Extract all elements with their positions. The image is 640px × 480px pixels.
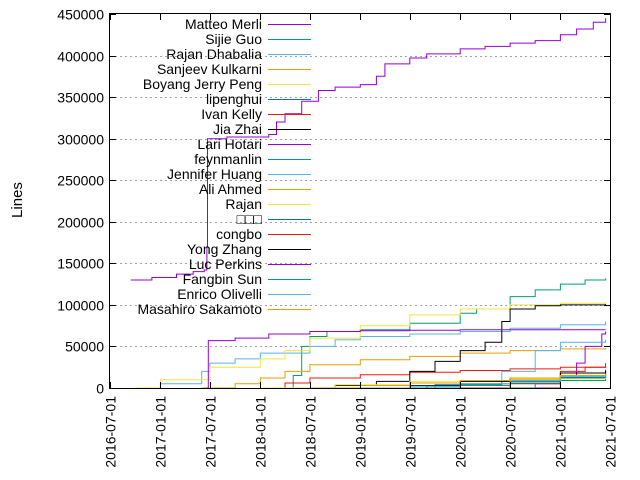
legend-label: Sijie Guo	[205, 31, 262, 47]
legend-label: Yong Zhang	[187, 241, 262, 257]
x-tick-label: 2019-07-01	[403, 396, 419, 468]
x-tick-label: 2017-07-01	[203, 396, 219, 468]
legend-label: Luc Perkins	[189, 256, 262, 272]
legend-label: congbo	[216, 226, 262, 242]
x-tick-label: 2017-01-01	[153, 396, 169, 468]
legend-label: Boyang Jerry Peng	[143, 76, 262, 92]
series-line	[268, 278, 607, 389]
legend-label: Enrico Olivelli	[177, 286, 262, 302]
y-axis-ticks: 0 50000 100000 150000 200000 250000 300000 3500…	[57, 7, 610, 397]
y-tick-label: 450000	[57, 7, 104, 23]
series-line	[301, 304, 607, 389]
x-tick-label: 2020-07-01	[503, 396, 519, 468]
x-tick-label: 2021-01-01	[553, 396, 569, 468]
legend-label: feynmanlin	[194, 151, 262, 167]
y-tick-label: 50000	[65, 339, 104, 355]
y-tick-label: 0	[96, 381, 104, 397]
x-tick-label: 2018-07-01	[303, 396, 319, 468]
legend-label: □□□	[237, 211, 263, 227]
y-tick-label: 350000	[57, 90, 104, 106]
legend-label: Rajan Dhabalia	[166, 46, 262, 62]
legend-label: Masahiro Sakamoto	[137, 301, 262, 317]
y-tick-label: 100000	[57, 298, 104, 314]
y-axis-title: Lines	[9, 182, 26, 218]
x-tick-label: 2020-01-01	[453, 396, 469, 468]
legend-label: lipenghui	[206, 91, 262, 107]
series-line	[260, 377, 607, 389]
legend-label: Lari Hotari	[197, 136, 262, 152]
legend-label: Ali Ahmed	[199, 181, 262, 197]
grid	[110, 56, 610, 347]
series-line	[135, 302, 607, 389]
legend-label: Jia Zhai	[213, 121, 262, 137]
y-tick-label: 400000	[57, 49, 104, 65]
series-line	[260, 365, 607, 389]
y-tick-label: 250000	[57, 173, 104, 189]
x-tick-label: 2019-01-01	[353, 396, 369, 468]
series-line	[201, 348, 607, 389]
y-tick-label: 200000	[57, 215, 104, 231]
series-line	[206, 329, 606, 389]
series-line	[130, 18, 607, 281]
plot-frame	[109, 13, 611, 389]
x-axis-ticks: 2016-07-01 2017-01-01 2017-07-01 2018-01-01…	[103, 14, 619, 468]
x-tick-label: 2018-01-01	[253, 396, 269, 468]
legend-label: Matteo Merli	[185, 16, 262, 32]
legend-label: Sanjeev Kulkarni	[157, 61, 262, 77]
x-tick-label: 2016-07-01	[103, 396, 119, 468]
legend-label: Fangbin Sun	[183, 271, 262, 287]
legend-label: Jennifer Huang	[167, 166, 262, 182]
y-tick-label: 150000	[57, 256, 104, 272]
x-tick-label: 2021-07-01	[603, 396, 619, 468]
legend-label: Rajan	[225, 196, 262, 212]
y-tick-label: 300000	[57, 132, 104, 148]
legend-label: Ivan Kelly	[201, 106, 262, 122]
